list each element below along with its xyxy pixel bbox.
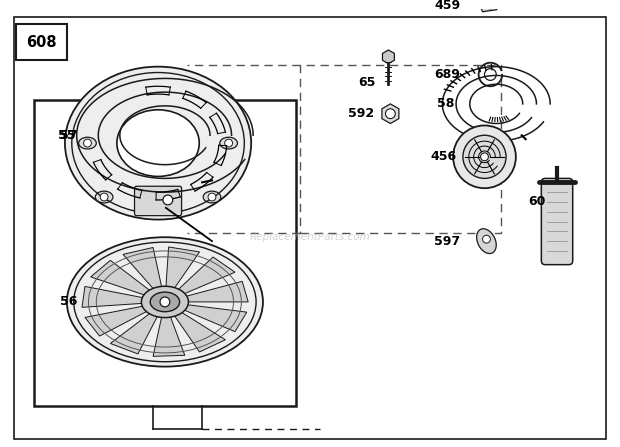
Bar: [33, 100, 296, 406]
Text: 459: 459: [434, 0, 460, 13]
Text: 597: 597: [434, 235, 460, 248]
Circle shape: [208, 193, 216, 201]
Text: 608: 608: [26, 34, 56, 50]
Polygon shape: [153, 302, 185, 356]
Text: 60: 60: [529, 195, 546, 208]
Polygon shape: [123, 248, 165, 302]
Ellipse shape: [220, 137, 237, 149]
Polygon shape: [165, 247, 200, 302]
Circle shape: [163, 195, 173, 205]
Circle shape: [160, 297, 170, 307]
Ellipse shape: [79, 137, 96, 149]
Text: 55: 55: [58, 129, 76, 142]
Bar: [300, 65, 501, 233]
Polygon shape: [382, 104, 399, 123]
Ellipse shape: [141, 286, 188, 318]
Text: 57: 57: [60, 129, 78, 142]
Text: 58: 58: [436, 97, 454, 110]
Polygon shape: [85, 302, 165, 336]
Text: 592: 592: [348, 107, 374, 120]
Polygon shape: [165, 281, 248, 302]
Circle shape: [480, 153, 489, 161]
Polygon shape: [477, 229, 496, 253]
Text: 56: 56: [60, 295, 78, 308]
Circle shape: [487, 1, 494, 9]
FancyBboxPatch shape: [541, 178, 573, 265]
Polygon shape: [82, 287, 165, 308]
Circle shape: [100, 193, 108, 201]
FancyBboxPatch shape: [135, 186, 182, 215]
Polygon shape: [479, 0, 502, 12]
Circle shape: [224, 139, 232, 147]
Ellipse shape: [65, 67, 251, 219]
Text: 456: 456: [430, 150, 456, 163]
Ellipse shape: [203, 191, 221, 203]
Ellipse shape: [117, 110, 199, 177]
Ellipse shape: [95, 191, 113, 203]
Text: ReplacementParts.com: ReplacementParts.com: [250, 232, 370, 242]
Ellipse shape: [150, 292, 180, 312]
Text: 689: 689: [434, 68, 460, 81]
Polygon shape: [91, 260, 165, 302]
Polygon shape: [383, 50, 394, 64]
Ellipse shape: [67, 237, 263, 367]
Bar: [16, 25, 67, 60]
Circle shape: [453, 126, 516, 188]
Circle shape: [84, 139, 91, 147]
Polygon shape: [110, 302, 165, 354]
Circle shape: [386, 109, 396, 118]
Circle shape: [463, 135, 506, 178]
Polygon shape: [165, 302, 247, 332]
Text: 65: 65: [358, 76, 376, 89]
Polygon shape: [500, 0, 516, 8]
Circle shape: [482, 235, 490, 243]
Polygon shape: [165, 257, 235, 302]
Polygon shape: [165, 302, 226, 352]
